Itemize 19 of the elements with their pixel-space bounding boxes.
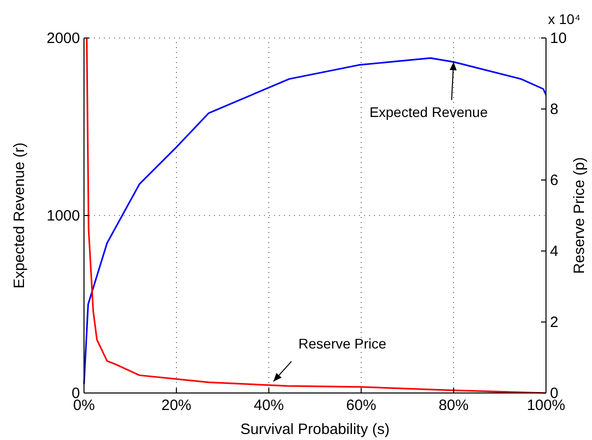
y2-tick-label: 8 [550, 101, 558, 118]
x-tick-label: 20% [161, 397, 192, 414]
x-tick-label: 0% [73, 397, 95, 414]
x-axis-title: Survival Probability (s) [240, 421, 390, 438]
y2-tick-label: 10 [550, 30, 567, 47]
y2-axis-title: Reserve Price (p) [571, 157, 588, 274]
annotation: Reserve Price [298, 335, 387, 352]
x-tick-label: 100% [526, 397, 566, 414]
y-tick-label: 1000 [46, 208, 80, 224]
x-tick-label: 40% [254, 397, 284, 414]
y2-tick-label: 2 [550, 314, 558, 331]
y-tick-label: 2000 [46, 30, 80, 47]
text: x 10⁴ [548, 11, 580, 27]
y2-tick-label: 6 [550, 172, 558, 189]
x-tick-label: 60% [346, 397, 376, 414]
y-axis-title: Expected Revenue (r) [11, 142, 28, 288]
annotation: Expected Revenue [369, 104, 488, 120]
y2-tick-label: 4 [550, 243, 558, 260]
x-tick-label: 80% [438, 397, 469, 414]
